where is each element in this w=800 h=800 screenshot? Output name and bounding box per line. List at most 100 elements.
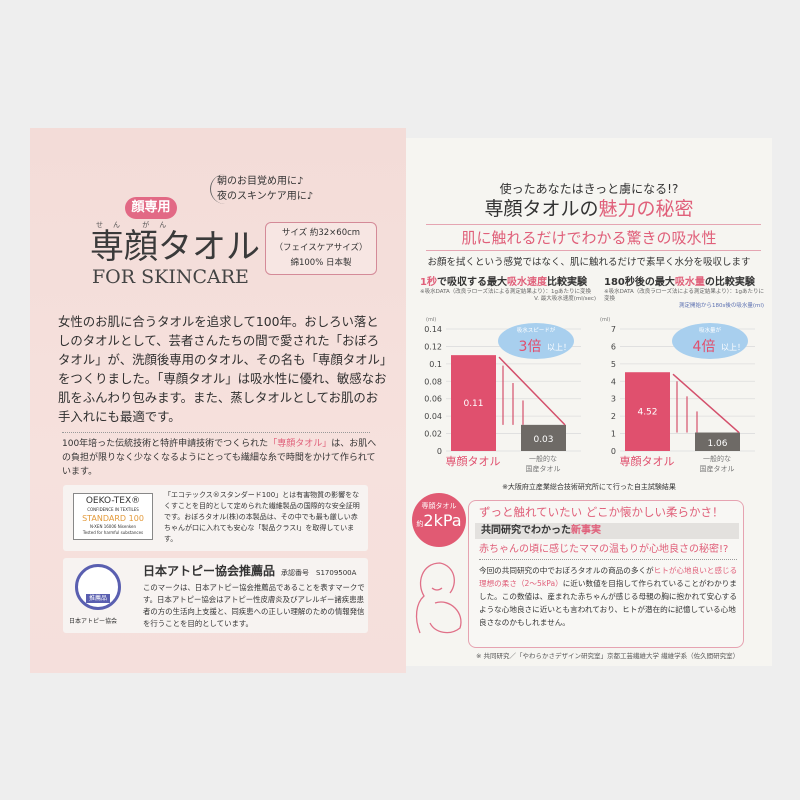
spec-line: （フェイスケアサイズ）	[274, 243, 368, 253]
kpa-value: 2kPa	[423, 511, 462, 530]
test-footnote: ※大阪府立産業総合技術研究所にて行った自主試験結果	[502, 483, 676, 491]
y-tick-label: 0.02	[424, 430, 442, 439]
bar-regular-towel	[521, 424, 566, 451]
logo-badge: 推薦品	[86, 594, 110, 603]
bubble-line: 朝のお目覚め用に♪	[217, 176, 304, 187]
t: 1秒	[420, 277, 437, 288]
y-tick-label: 4	[611, 377, 616, 386]
t: 今回の共同研究の中でおぼろタオルの商品の多くが	[479, 566, 654, 575]
trend-arrow	[498, 356, 566, 426]
t: の比較実験	[704, 277, 755, 288]
y-tick-label: 0.06	[424, 395, 442, 404]
dotted-divider	[62, 432, 370, 433]
y-tick-label: 0.12	[424, 342, 442, 351]
t: 共同研究でわかった	[481, 525, 571, 536]
spec-box: サイズ 約32×60cm （フェイスケアサイズ） 綿100% 日本製	[265, 222, 377, 275]
softness-secret: 赤ちゃんの頃に感じたママの温もりが心地良さの秘密!?	[479, 543, 737, 560]
tech-note-text: 100年培った伝統技術と特許申請技術でつくられた	[62, 439, 269, 449]
logo-text: N-XEN 16006 Nisenken	[89, 524, 137, 529]
y-tick-label: 0.08	[424, 377, 442, 386]
logo-text: OEKO-TEX®	[85, 496, 141, 506]
x-label: 国産タオル	[700, 464, 735, 473]
logo-text: CONFIDENCE IN TEXTILES	[87, 507, 139, 512]
callout-multiplier: 3倍	[519, 339, 542, 355]
y-tick-label: 1	[611, 430, 616, 439]
chart2-note: ※吸水DATA（改良ラローズ法による測定結果より）：1gあたりに変換	[604, 289, 764, 302]
t: ヒトが心地良いと感じる理想の柔さ（2〜5kPa）	[479, 566, 738, 588]
title-part: 専顔タオルの	[484, 198, 599, 220]
right-subtitle: 使ったあなたはきっと虜になる!?	[499, 182, 679, 196]
atopy-association-logo: 推薦品	[75, 564, 121, 610]
x-label: 専顔タオル	[620, 454, 675, 468]
y-tick-label: 0.04	[424, 412, 442, 421]
chart2-unit-note: 測定開始から180s後の吸水量(ml)	[678, 303, 764, 309]
t: 新事実	[571, 525, 601, 536]
right-panel: 使ったあなたはきっと虜になる!? 専顔タオルの魅力の秘密 肌に触れるだけでわかる…	[406, 138, 772, 666]
y-tick-label: 0.14	[424, 325, 442, 334]
bar-value-label: 0.03	[533, 435, 553, 445]
t: 吸水速度	[506, 277, 547, 288]
chart1-title: 1秒で吸収する最大吸水速度比較実験	[420, 277, 596, 289]
t: 比較実験	[546, 277, 587, 288]
oeko-tex-card: OEKO-TEX® CONFIDENCE IN TEXTILES STANDAR…	[63, 485, 368, 551]
callout-bubble	[672, 323, 748, 359]
atopy-title: 日本アトピー協会推薦品 承認番号 S1709500A	[143, 564, 356, 581]
ruby-text: せん がん	[96, 221, 177, 229]
callout-bubble	[498, 323, 574, 359]
product-title: 専顔タオル	[90, 227, 260, 267]
softness-headline: ずっと触れていたい どこか懐かしい柔らかさ！	[479, 505, 724, 519]
t: 180秒後の最大	[604, 277, 675, 288]
y-tick-label: 2	[611, 412, 616, 421]
t: に近い数値を目指して作られていることがわかりました。この数値は、産まれた赤ちゃん…	[479, 579, 737, 627]
x-label: 一般的な	[703, 454, 731, 463]
chart2-header: 180秒後の最大吸水量の比較実験 ※吸水DATA（改良ラローズ法による測定結果よ…	[604, 277, 764, 310]
right-title: 専顔タオルの魅力の秘密	[406, 198, 772, 220]
y-tick-label: 7	[611, 325, 616, 334]
callout-text: 吸水スピードが	[517, 326, 556, 334]
trend-arrow	[672, 373, 740, 434]
research-footnote: ※ 共同研究／「やわらかさデザイン研究室」京都工芸繊維大学 繊維学系（佐久間研究…	[476, 652, 740, 660]
logo-text: Tested for harmful substances	[82, 530, 144, 535]
softness-box: ずっと触れていたい どこか懐かしい柔らかさ！ 共同研究でわかった新事実 赤ちゃん…	[468, 500, 744, 648]
mother-baby-illustration	[415, 562, 462, 634]
callout-text: 吸水量が	[699, 326, 722, 334]
chart1-header: 1秒で吸収する最大吸水速度比較実験 ※吸水DATA（改良ラローズ法による測定結果…	[420, 277, 596, 303]
absorbency-heading: 肌に触れるだけでわかる驚きの吸水性	[461, 229, 717, 247]
x-label: 一般的な	[529, 454, 557, 463]
y-tick-label: 0.1	[429, 360, 442, 369]
logo-text: STANDARD 100	[82, 514, 144, 523]
y-tick-label: 3	[611, 395, 616, 404]
tech-note-highlight: 「専顔タオル」	[268, 439, 332, 449]
oeko-tex-description: 「エコテックス®スタンダード100」とは有害物質の影響をなくすことを目的として定…	[164, 491, 360, 543]
atopy-description: このマークは、日本アトピー協会推薦品であることを表すマークです。日本アトピー協会…	[143, 583, 365, 628]
x-label: 専顔タオル	[446, 454, 501, 468]
tech-note-text: は、お肌への負担が限りなく少なくなるようにとっても繊細な糸で時間をかけて作られて…	[62, 439, 377, 477]
kpa-prefix: 約	[416, 520, 424, 528]
atopy-title-text: 日本アトピー協会推薦品	[143, 564, 276, 578]
y-tick-label: 0	[611, 447, 616, 456]
tech-note: 100年培った伝統技術と特許申請技術でつくられた「専顔タオル」は、お肌への負担が…	[62, 437, 380, 479]
face-only-badge: 顔専用	[125, 197, 177, 219]
product-subtitle: FOR SKINCARE	[92, 266, 249, 288]
bar-senkao-towel	[625, 372, 670, 451]
bar-value-label: 0.11	[463, 399, 483, 409]
callout-text: 以上！	[721, 343, 745, 352]
y-unit: (ml)	[426, 317, 436, 323]
t: で吸収する最大	[436, 277, 507, 288]
y-tick-label: 5	[611, 360, 616, 369]
oeko-tex-logo: OEKO-TEX® CONFIDENCE IN TEXTILES STANDAR…	[73, 493, 153, 540]
atopy-card: 推薦品 日本アトピー協会 日本アトピー協会推薦品 承認番号 S1709500A こ…	[63, 558, 368, 633]
approval-number: 承認番号 S1709500A	[281, 569, 357, 577]
callout-text: 以上！	[547, 343, 571, 352]
spec-line: サイズ 約32×60cm	[281, 228, 361, 238]
y-unit: (ml)	[600, 317, 610, 323]
chart2-title: 180秒後の最大吸水量の比較実験	[604, 277, 764, 289]
t: 吸水量	[674, 277, 705, 288]
bar-regular-towel	[695, 432, 740, 451]
y-tick-label: 6	[611, 342, 616, 351]
speech-bubble: 朝のお目覚め用に♪ 夜のスキンケア用に♪	[210, 174, 313, 204]
bubble-line: 夜のスキンケア用に♪	[217, 191, 314, 202]
kpa-circle: 専顔タオル 約2kPa	[412, 493, 466, 547]
title-highlight: 魅力の秘密	[598, 198, 694, 220]
atopy-logo-caption: 日本アトピー協会	[69, 618, 118, 625]
